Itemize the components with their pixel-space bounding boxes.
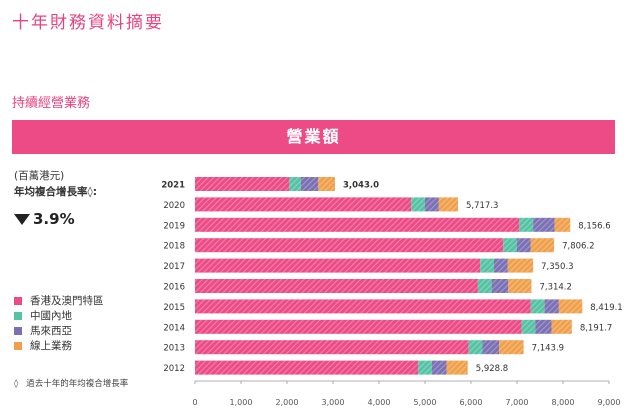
legend-label: 馬來西亞: [30, 325, 72, 337]
x-tick-label: 7,000: [506, 398, 529, 407]
bar-segment-texture: [530, 238, 555, 253]
data-label: 8,191.7: [580, 323, 612, 333]
y-tick-label: 2016: [163, 283, 185, 293]
bar-segment-texture: [425, 197, 439, 212]
bar-segment-texture: [446, 360, 468, 375]
data-label: 7,314.2: [539, 283, 571, 293]
x-tick-label: 4,000: [368, 398, 391, 407]
section-heading: 持續經營業務: [12, 96, 91, 111]
x-tick-label: 3,000: [322, 398, 345, 407]
bar-segment-texture: [195, 340, 469, 355]
bar-segment-texture: [195, 258, 481, 273]
down-triangle-icon: [14, 214, 30, 225]
x-tick-label: 9,000: [598, 398, 621, 407]
legend-label: 中國內地: [30, 310, 72, 322]
y-tick-label: 2018: [163, 242, 185, 252]
bar-segment-texture: [535, 319, 552, 334]
bar-segment-texture: [491, 279, 509, 293]
legend-item-hk-macau: 香港及澳門特區: [14, 293, 104, 308]
y-tick-label: 2020: [163, 201, 185, 211]
data-label: 3,043.0: [343, 181, 379, 191]
bar-segment-texture: [519, 217, 534, 232]
page-title: 十年財務資料摘要: [12, 13, 164, 33]
bar-segment-texture: [533, 217, 555, 232]
legend-label: 香港及澳門特區: [30, 295, 104, 307]
bar-segment-texture: [195, 197, 412, 212]
cagr-value: 3.9%: [33, 210, 75, 228]
x-tick-label: 5,000: [414, 398, 437, 407]
bar-segment-texture: [480, 258, 494, 273]
y-tick-label: 2014: [163, 323, 185, 333]
bar-segment-texture: [517, 238, 531, 253]
bar-segment-texture: [411, 197, 425, 212]
data-label: 7,806.2: [562, 242, 594, 252]
data-label: 8,156.6: [578, 221, 610, 231]
footnote-marker: ◊: [14, 379, 19, 389]
bar-segment-texture: [530, 299, 545, 314]
data-label: 8,419.1: [590, 303, 622, 313]
bar-segment-texture: [544, 299, 559, 314]
legend-swatch: [14, 326, 22, 335]
bar-segment-texture: [431, 360, 447, 375]
y-tick-label: 2012: [163, 364, 185, 374]
bar-segment-texture: [195, 319, 522, 334]
y-tick-label: 2013: [163, 344, 185, 354]
data-label: 5,928.8: [476, 364, 508, 374]
bar-segment-texture: [318, 177, 335, 191]
bar-segment-texture: [499, 340, 524, 355]
legend-swatch: [14, 341, 22, 350]
chart-legend: 香港及澳門特區 中國內地 馬來西亞 線上業務: [14, 293, 104, 353]
bar-segment-texture: [558, 299, 583, 314]
x-tick-label: 6,000: [460, 398, 483, 407]
bar-segment-texture: [494, 258, 508, 273]
legend-swatch: [14, 311, 22, 320]
bar-segment-texture: [438, 197, 458, 212]
bar-segment-texture: [468, 340, 483, 355]
unit-label: (百萬港元): [14, 170, 65, 182]
y-tick-label: 2015: [163, 303, 185, 313]
bar-segment-texture: [195, 279, 478, 293]
cagr-label: 年均複合增長率◊:: [14, 186, 97, 198]
bar-segment-texture: [507, 258, 534, 273]
y-tick-label: 2017: [163, 262, 185, 272]
bar-segment-texture: [195, 360, 419, 375]
bar-segment-texture: [551, 319, 572, 334]
legend-label: 線上業務: [30, 340, 72, 352]
bar-segment-texture: [482, 340, 500, 355]
data-label: 7,143.9: [532, 344, 564, 354]
legend-item-malaysia: 馬來西亞: [14, 323, 104, 338]
y-tick-label: 2019: [163, 221, 185, 231]
legend-item-mainland: 中國內地: [14, 308, 104, 323]
y-tick-label: 2021: [161, 181, 185, 191]
bar-segment-texture: [554, 217, 571, 232]
chart-banner: 營業額: [12, 120, 615, 154]
bar-segment-texture: [508, 279, 532, 293]
bar-segment-texture: [195, 238, 504, 253]
x-tick-label: 0: [192, 398, 197, 407]
x-tick-label: 8,000: [552, 398, 575, 407]
bar-segment-texture: [521, 319, 536, 334]
bar-segment-texture: [195, 299, 531, 314]
legend-swatch: [14, 296, 22, 305]
data-label: 5,717.3: [466, 201, 498, 211]
footnote-text: 過去十年的年均複合增長率: [26, 379, 129, 389]
legend-item-online: 線上業務: [14, 338, 104, 353]
bar-segment-texture: [195, 217, 520, 232]
bar-segment-texture: [477, 279, 492, 293]
x-tick-label: 2,000: [276, 398, 299, 407]
cagr-indicator: 3.9%: [14, 210, 75, 228]
bar-segment-texture: [195, 177, 290, 191]
x-tick-label: 1,000: [230, 398, 253, 407]
bar-segment-texture: [289, 177, 301, 191]
bar-segment-texture: [300, 177, 319, 191]
bar-segment-texture: [503, 238, 517, 253]
bar-segment-texture: [418, 360, 432, 375]
footnote: ◊ 過去十年的年均複合增長率: [14, 377, 128, 389]
data-label: 7,350.3: [541, 262, 573, 272]
